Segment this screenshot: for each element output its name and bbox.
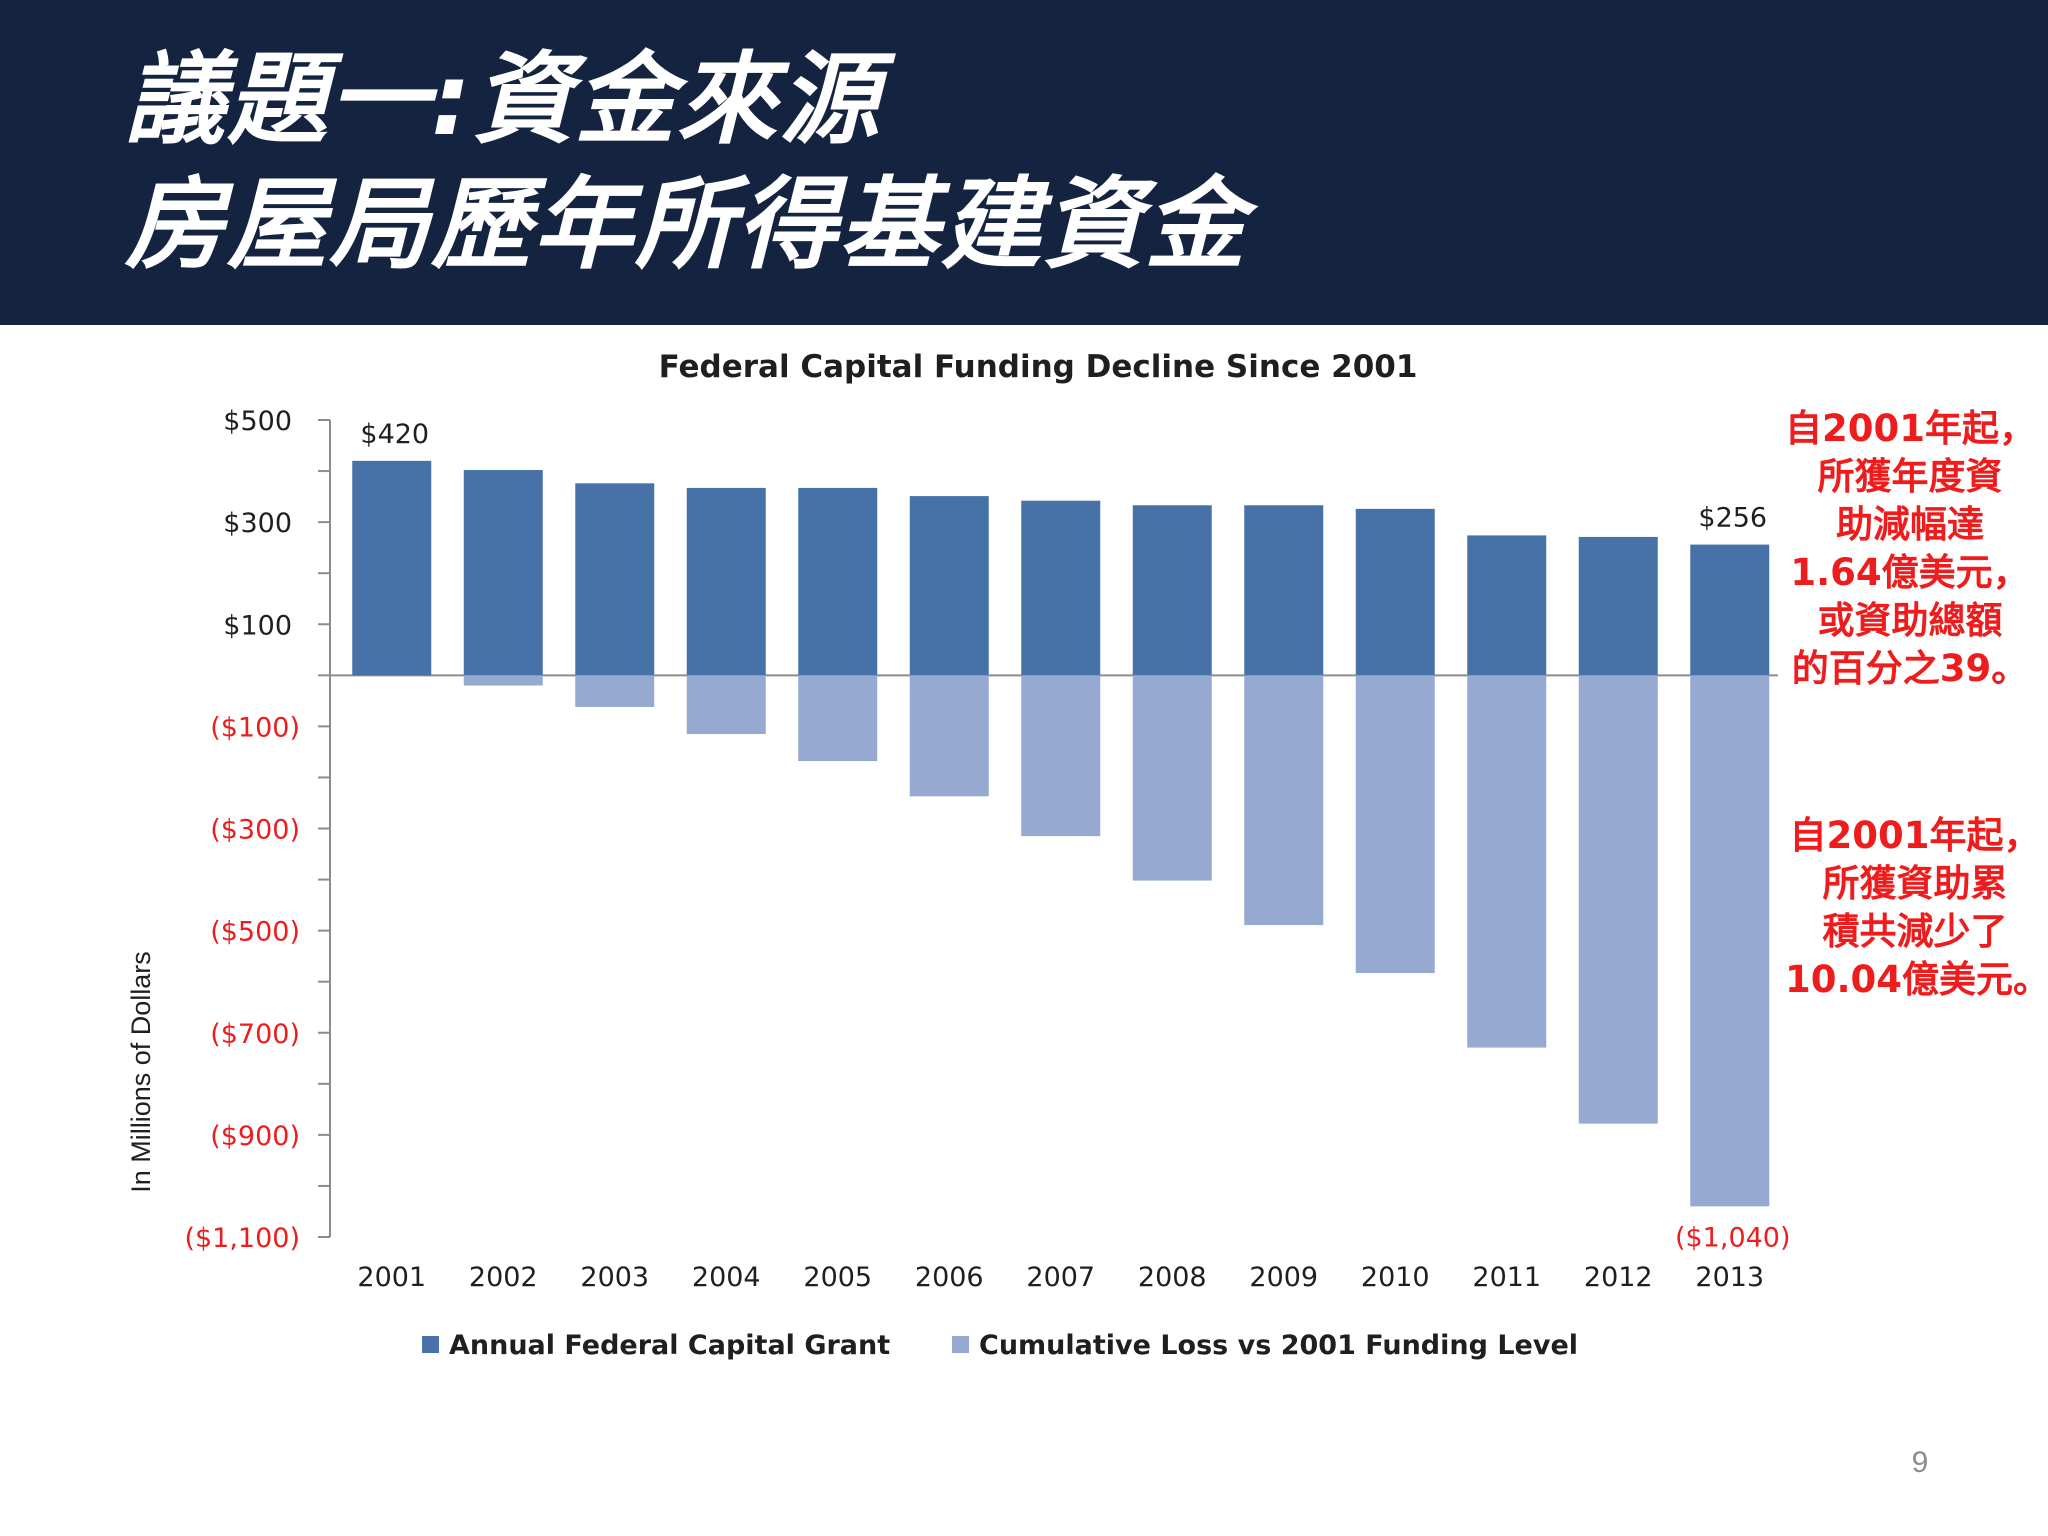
chart-title: Federal Capital Funding Decline Since 20…: [659, 349, 1418, 385]
y-tick-label: $500: [223, 406, 292, 437]
cumulative-loss-bar: [1132, 675, 1212, 881]
x-category-label: 2011: [1472, 1262, 1541, 1293]
cumulative-loss-callout: 自2001年起， 所獲資助累積共減少了 10.04億美元。: [1785, 812, 2048, 1004]
data-label: $256: [1698, 503, 1767, 534]
y-tick-label: $100: [223, 610, 292, 641]
cumulative-loss-bar: [909, 675, 989, 797]
x-category-label: 2003: [580, 1262, 649, 1293]
page-number: 9: [1911, 1446, 1929, 1479]
callout-line: 助減幅達: [1836, 503, 1984, 546]
funding-bar-chart: Federal Capital Funding Decline Since 20…: [126, 349, 1791, 1361]
x-category-label: 2009: [1249, 1262, 1318, 1293]
bars: [352, 460, 1770, 1207]
cumulative-loss-bar: [798, 675, 878, 762]
legend: Annual Federal Capital Grant Cumulative L…: [422, 1330, 1578, 1361]
annual-grant-bar: [575, 483, 655, 676]
annual-grant-bar: [1132, 505, 1212, 676]
x-category-label: 2008: [1138, 1262, 1207, 1293]
cumulative-loss-bar: [575, 675, 655, 707]
x-category-label: 2013: [1695, 1262, 1764, 1293]
cumulative-loss-bar: [1355, 675, 1435, 974]
legend-swatch: [952, 1336, 969, 1353]
callout-line: 的百分之39。: [1791, 647, 2029, 690]
cumulative-loss-bar: [463, 675, 543, 686]
legend-swatch: [422, 1336, 439, 1353]
x-category-label: 2006: [915, 1262, 984, 1293]
annual-grant-bar: [798, 487, 878, 676]
annual-grant-bar: [352, 460, 432, 676]
y-tick-label: ($900): [210, 1121, 300, 1152]
y-tick-label: ($300): [210, 815, 300, 846]
x-category-label: 2007: [1026, 1262, 1095, 1293]
annual-grant-bar: [1355, 508, 1435, 676]
cumulative-loss-bar: [1578, 675, 1658, 1124]
callout-line: 所獲年度資: [1817, 455, 2003, 498]
callout-line: 所獲資助累: [1822, 862, 2008, 905]
cumulative-loss-bar: [1244, 675, 1324, 926]
annual-grant-bar: [1578, 536, 1658, 676]
data-label: ($1,040): [1675, 1222, 1791, 1253]
x-category-label: 2004: [692, 1262, 761, 1293]
callout-line: 自2001年起，: [1785, 407, 2036, 450]
annual-grant-bar: [686, 487, 766, 676]
x-category-label: 2012: [1584, 1262, 1653, 1293]
annual-grant-bar: [1244, 505, 1324, 676]
x-category-label: 2001: [357, 1262, 426, 1293]
callout-line: 或資助總額: [1817, 599, 2003, 642]
labels: 2001 2002 2003 2004 2005 2006 2007 2008 2009 2010…: [357, 419, 1790, 1293]
legend-label: Annual Federal Capital Grant: [449, 1330, 890, 1361]
slide-title-line-2: 房屋局歷年所得基建資金: [125, 166, 1247, 283]
cumulative-loss-bar: [1021, 675, 1101, 837]
annual-grant-bar: [909, 496, 989, 676]
cumulative-loss-bar: [686, 675, 766, 735]
y-tick-label: $300: [223, 508, 292, 539]
annual-grant-bar: [1467, 535, 1547, 676]
y-tick-label: ($700): [210, 1019, 300, 1050]
annual-grant-bar: [463, 470, 543, 676]
callout-line: 10.04億美元。: [1785, 958, 2048, 1001]
y-tick-label: ($100): [210, 712, 300, 743]
annual-grant-bar: [1690, 544, 1770, 676]
legend-label: Cumulative Loss vs 2001 Funding Level: [979, 1330, 1578, 1361]
y-tick-label: ($500): [210, 917, 300, 948]
x-category-label: 2002: [469, 1262, 538, 1293]
y-tick-label: ($1,100): [184, 1223, 300, 1254]
callout-line: 自2001年起，: [1789, 814, 2041, 857]
annual-decline-callout: 自2001年起， 所獲年度資助減幅達 1.64億美元， 或資助總額的百分之39。: [1785, 405, 2036, 693]
slide-title-line-1: 議題一:資金來源: [125, 41, 881, 158]
y-axis-title: In Millions of Dollars: [126, 951, 156, 1193]
annual-grant-bar: [1021, 500, 1101, 676]
title-banner: 議題一:資金來源 房屋局歷年所得基建資金: [0, 0, 2048, 325]
cumulative-loss-bar: [1690, 675, 1770, 1207]
callout-line: 1.64億美元，: [1790, 551, 2030, 594]
data-label: $420: [360, 419, 429, 450]
cumulative-loss-bar: [1467, 675, 1547, 1048]
x-category-label: 2010: [1361, 1262, 1430, 1293]
y-axis-ticks: $500 $300 $100 ($100) ($300) ($500) ($700) ($90…: [184, 406, 330, 1254]
callout-line: 積共減少了: [1822, 910, 2008, 953]
x-category-label: 2005: [803, 1262, 872, 1293]
